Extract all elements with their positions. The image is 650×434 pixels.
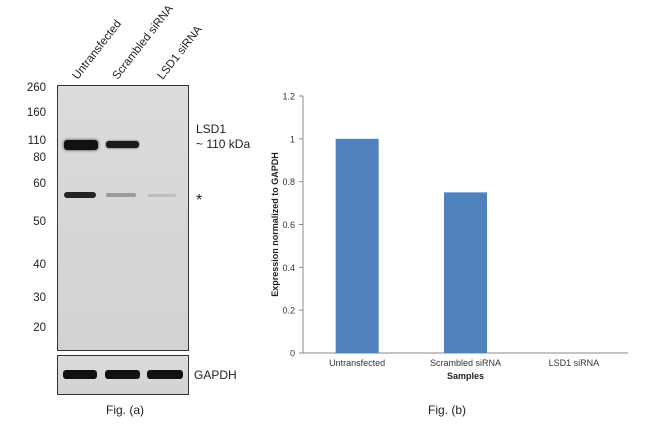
gapdh-band-lane2 [105, 370, 140, 379]
x-tick-label: Untransfected [329, 358, 385, 368]
gapdh-blot-membrane [57, 355, 189, 395]
nonspecific-band-lane1 [64, 192, 96, 198]
y-tick-label: 0.6 [282, 220, 295, 230]
bar-1 [335, 138, 379, 353]
x-tick-label: Scrambled siRNA [430, 358, 501, 368]
marker-30: 30 [33, 292, 46, 304]
lsd1-size-label: ~ 110 kDa [196, 137, 251, 151]
bar-2 [444, 192, 487, 353]
gapdh-band-lane1 [63, 370, 97, 379]
fig-b-caption: Fig. (b) [428, 403, 467, 417]
y-tick-label: 0.8 [282, 177, 295, 187]
lsd1-label: LSD1 [196, 122, 227, 136]
y-axis-title: Expression normalized to GAPDH [270, 152, 280, 297]
marker-20: 20 [33, 322, 46, 334]
gapdh-band-lane3 [147, 370, 183, 379]
y-tick-label: 1 [290, 134, 295, 144]
marker-260: 260 [26, 82, 46, 94]
y-tick-label: 0.4 [282, 263, 295, 273]
x-tick-label: LSD1 siRNA [549, 358, 600, 368]
y-tick-label: 0.2 [282, 306, 295, 316]
gapdh-label: GAPDH [194, 368, 237, 382]
nonspecific-band-lane3 [148, 194, 176, 197]
fig-a-caption: Fig. (a) [106, 403, 145, 417]
y-tick-label: 0 [290, 349, 295, 359]
lsd1-band-lane1 [64, 140, 98, 150]
main-blot-membrane [57, 85, 189, 351]
marker-40: 40 [33, 259, 46, 271]
x-axis-title: Samples [447, 371, 484, 381]
asterisk-label: * [196, 192, 203, 209]
marker-160: 160 [26, 107, 46, 119]
marker-50: 50 [33, 216, 46, 228]
y-tick-label: 1.2 [282, 92, 295, 102]
lsd1-band-lane2 [106, 141, 139, 148]
nonspecific-band-lane2 [106, 193, 136, 197]
marker-60: 60 [33, 178, 46, 190]
marker-110: 110 [27, 135, 46, 147]
marker-80: 80 [33, 152, 46, 164]
